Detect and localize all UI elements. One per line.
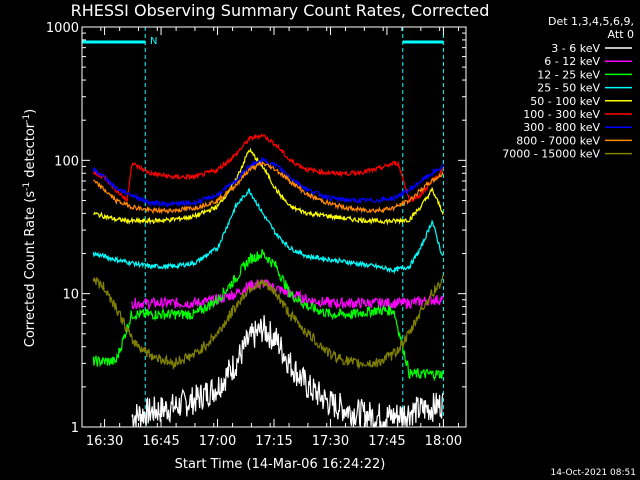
series-line-5: [92, 133, 444, 203]
series-line-0: [131, 315, 444, 428]
flag-label: N: [150, 36, 157, 47]
x-axis-label: Start Time (14-Mar-06 16:24:22): [175, 457, 386, 472]
legend-label-5: 100 - 300 keV: [523, 108, 600, 121]
x-tick-label: 18:00: [425, 434, 462, 449]
y-tick-label: 10: [62, 288, 79, 303]
series-line-8: [92, 274, 444, 371]
y-axis-label-sup2: -1: [22, 114, 32, 123]
series-line-4: [93, 147, 444, 226]
x-tick-label: 16:45: [142, 434, 179, 449]
series-line-2: [92, 249, 444, 382]
legend-label-4: 50 - 100 keV: [530, 95, 600, 108]
y-axis-label-end: ): [23, 109, 38, 114]
legend-header-1: Det 1,3,4,5,6,9,: [548, 15, 634, 28]
x-axis: 16:30 16:45 17:00 17:15 17:30 17:45 18:00: [86, 27, 462, 449]
y-axis-label-mid: detector: [23, 122, 38, 182]
legend-label-8: 7000 - 15000 keV: [502, 148, 600, 161]
legend-header-2: Att 0: [608, 28, 634, 41]
series-layer: [92, 133, 444, 428]
legend-label-7: 800 - 7000 keV: [516, 134, 600, 147]
y-tick-label: 1000: [46, 21, 79, 36]
x-tick-label: 17:00: [199, 434, 236, 449]
series-line-3: [92, 188, 444, 275]
series-line-1: [131, 279, 444, 311]
y-axis: 1 10 100 1000: [46, 21, 466, 436]
x-tick-label: 17:30: [312, 434, 349, 449]
x-tick-label: 17:45: [368, 434, 405, 449]
chart-title: RHESSI Observing Summary Count Rates, Co…: [71, 1, 490, 20]
y-tick-label: 1: [71, 421, 79, 436]
legend-label-0: 3 - 6 keV: [551, 42, 600, 55]
y-axis-label-main: Corrected Count Rate (s: [23, 191, 38, 348]
legend-label-2: 12 - 25 keV: [537, 68, 600, 81]
series-line-7: [93, 161, 444, 215]
y-axis-label: Corrected Count Rate (s-1 detector-1): [22, 109, 38, 347]
night-intervals: [82, 27, 444, 427]
y-axis-label-sup1: -1: [22, 182, 32, 191]
y-tick-label: 100: [54, 154, 79, 169]
x-tick-label: 17:15: [255, 434, 292, 449]
legend-label-6: 300 - 800 keV: [523, 121, 600, 134]
timestamp: 14-Oct-2021 08:51: [551, 468, 636, 478]
x-tick-label: 16:30: [86, 434, 123, 449]
legend-label-3: 25 - 50 keV: [537, 82, 600, 95]
legend-label-1: 6 - 12 keV: [544, 55, 600, 68]
